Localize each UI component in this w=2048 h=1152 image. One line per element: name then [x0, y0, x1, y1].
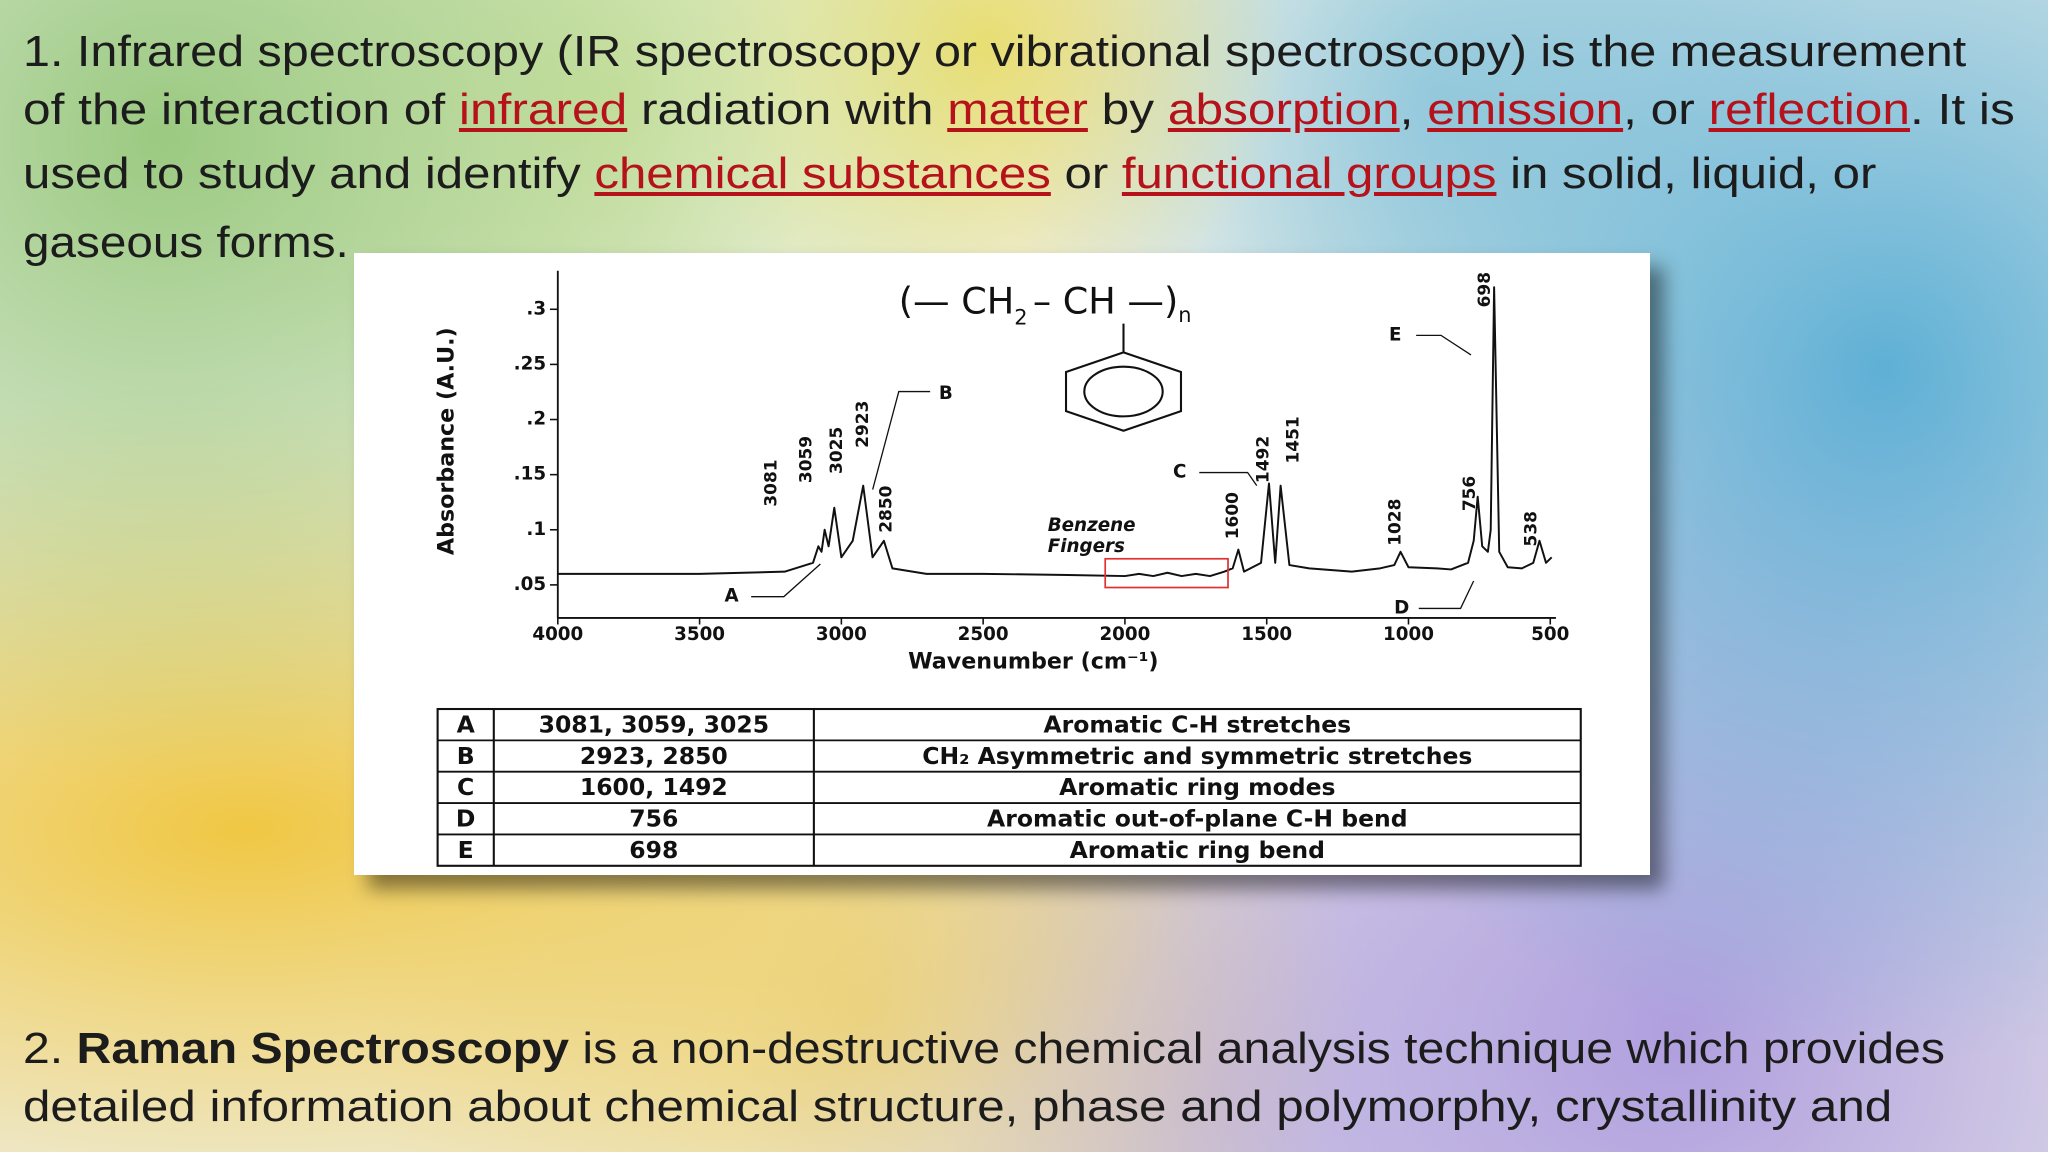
- figure: (— CH2– CH —)n .05 .1 .15 .2 .25 .3 4000 3500 30…: [433, 270, 1582, 867]
- assignment-table: A 3081, 3059, 3025 Aromatic C-H stretches B…: [436, 707, 1582, 867]
- structure-formula: (— CH2– CH —)n: [899, 279, 1192, 329]
- hexagon: [1064, 351, 1183, 432]
- leader-line: [872, 390, 931, 490]
- link[interactable]: infrared: [458, 85, 628, 134]
- annotation-label: B: [939, 383, 953, 404]
- link[interactable]: absorption: [1167, 85, 1400, 134]
- aromatic-circle: [1083, 365, 1164, 418]
- y-tick-label: .05: [514, 574, 546, 595]
- y-tick-label: .25: [514, 353, 546, 374]
- highlight-label: Benzene: [1048, 515, 1136, 536]
- table-border: [436, 707, 1582, 867]
- x-tick-label: 4000: [532, 624, 583, 645]
- text: of the interaction of: [23, 85, 459, 134]
- annotation-label: E: [1389, 324, 1402, 345]
- y-tick-label: .15: [514, 464, 546, 485]
- text: radiation with: [627, 85, 948, 134]
- spectrum-line: [557, 286, 1553, 578]
- table-cell: Aromatic out-of-plane C-H bend: [987, 805, 1408, 833]
- annotation-label: C: [1173, 462, 1186, 483]
- text-line: used to study and identify chemical subs…: [23, 147, 1876, 200]
- structure-right: – CH —): [1033, 279, 1178, 322]
- table-cell: 1600, 1492: [580, 773, 728, 801]
- annotation-label: A: [724, 586, 739, 607]
- benzene-ring: [1064, 323, 1183, 432]
- peak-label: 3081: [761, 459, 781, 506]
- text: used to study and identify: [23, 149, 595, 198]
- highlight-box: [1104, 557, 1229, 589]
- table-cell: 756: [629, 805, 678, 833]
- peak-label: 2850: [877, 486, 897, 533]
- peak-label: 698: [1475, 272, 1495, 307]
- x-tick-label: 2500: [958, 624, 1009, 645]
- leader-line: [1199, 471, 1258, 486]
- y-tick-label: .1: [526, 519, 546, 540]
- text: in solid, liquid, or: [1496, 149, 1877, 198]
- peak-label: 1028: [1385, 499, 1405, 546]
- x-tick-label: 2000: [1099, 624, 1150, 645]
- link[interactable]: functional groups: [1121, 149, 1497, 198]
- table-cell: 2923, 2850: [580, 742, 728, 770]
- text: by: [1087, 85, 1168, 134]
- y-tick-label: .3: [526, 298, 546, 319]
- text: or: [1050, 149, 1122, 198]
- table-cell: A: [457, 711, 476, 739]
- text-line: 1. Infrared spectroscopy (IR spectroscop…: [23, 25, 1966, 78]
- text-line: of the interaction of infrared radiation…: [23, 83, 2015, 136]
- x-axis-title: Wavenumber (cm⁻¹): [908, 648, 1158, 674]
- link[interactable]: reflection: [1708, 85, 1910, 134]
- peak-label: 1492: [1254, 436, 1274, 483]
- table-cell: 3081, 3059, 3025: [539, 711, 769, 739]
- table-cell: Aromatic ring modes: [1059, 773, 1335, 801]
- link[interactable]: chemical substances: [594, 149, 1051, 198]
- text: gaseous forms.: [23, 218, 349, 267]
- table-cell: Aromatic ring bend: [1070, 836, 1325, 864]
- peak-label: 538: [1522, 511, 1542, 546]
- x-tick-label: 1000: [1383, 624, 1434, 645]
- peak-label: 1451: [1284, 416, 1304, 463]
- text-line: 2. Raman Spectroscopy is a non-destructi…: [23, 1022, 1945, 1075]
- link[interactable]: emission: [1427, 85, 1624, 134]
- y-tick-label: .2: [526, 409, 546, 430]
- text: 2.: [23, 1024, 77, 1073]
- table-cell: C: [457, 773, 474, 801]
- y-axis-title: Absorbance (A.U.): [433, 327, 459, 555]
- text-line: detailed information about chemical stru…: [23, 1080, 1892, 1133]
- x-tick-label: 3500: [674, 624, 725, 645]
- text: detailed information about chemical stru…: [23, 1082, 1893, 1131]
- structure-left: (— CH: [899, 279, 1015, 322]
- peak-label: 3059: [796, 436, 816, 483]
- text: . It is: [1909, 85, 2015, 134]
- table-cell: E: [458, 836, 474, 864]
- table-cell: CH₂ Asymmetric and symmetric stretches: [922, 742, 1472, 770]
- structure-repeat: n: [1178, 303, 1191, 327]
- structure-subscript: 2: [1014, 305, 1027, 329]
- text: is a non-destructive chemical analysis t…: [569, 1024, 1945, 1073]
- x-tick-label: 1500: [1241, 624, 1292, 645]
- peak-label: 2923: [853, 401, 873, 448]
- text: , or: [1623, 85, 1709, 134]
- bold-text: Raman Spectroscopy: [76, 1024, 570, 1073]
- table-cell: D: [456, 805, 476, 833]
- x-tick-label: 3000: [816, 624, 867, 645]
- text-line: gaseous forms.: [23, 216, 349, 269]
- text: 1. Infrared spectroscopy (IR spectroscop…: [23, 27, 1967, 76]
- x-tick-label: 500: [1531, 624, 1569, 645]
- text: ,: [1399, 85, 1428, 134]
- leader-line: [751, 563, 821, 598]
- highlight-label: Fingers: [1048, 536, 1125, 557]
- peak-label: 756: [1460, 476, 1480, 511]
- peak-label: 1600: [1223, 492, 1243, 539]
- table-cell: 698: [629, 836, 678, 864]
- annotation-label: D: [1394, 597, 1409, 618]
- link[interactable]: matter: [947, 85, 1088, 134]
- table-cell: B: [457, 742, 475, 770]
- leader-line: [1418, 580, 1475, 610]
- peak-label: 3025: [827, 427, 847, 474]
- leader-line: [1416, 334, 1472, 356]
- table-cell: Aromatic C-H stretches: [1044, 711, 1352, 739]
